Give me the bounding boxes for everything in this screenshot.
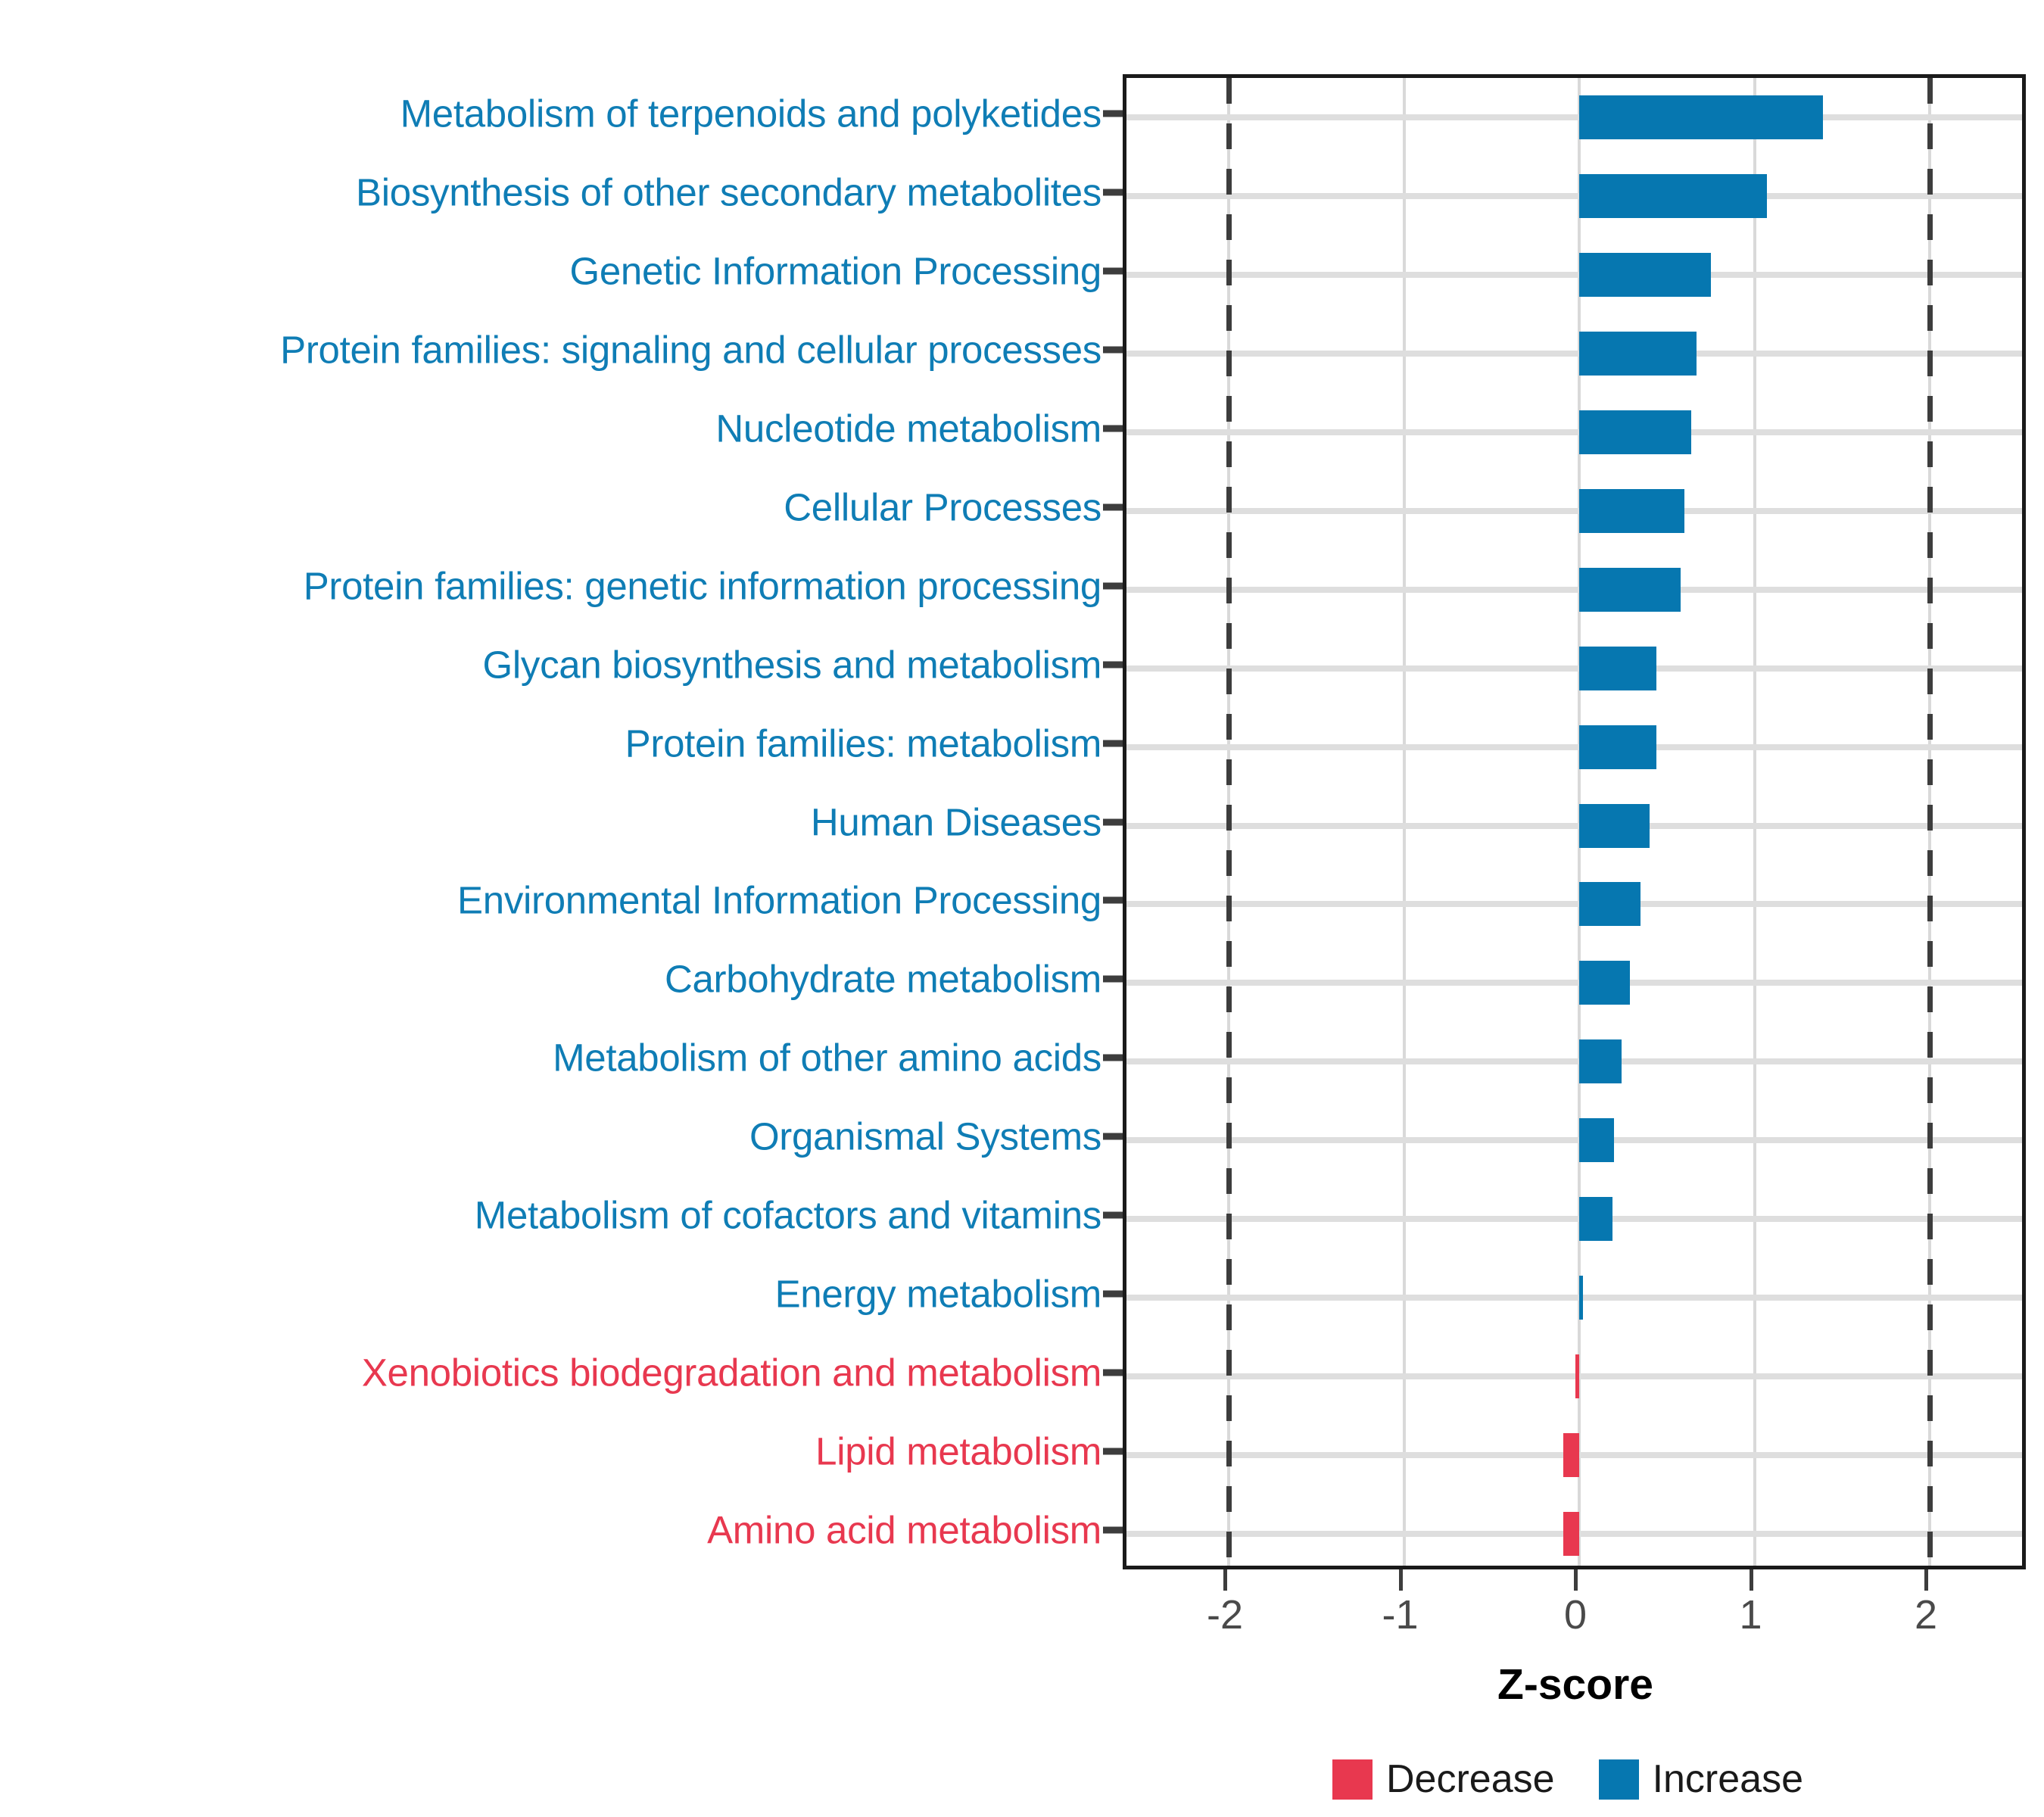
- bar: [1579, 725, 1656, 769]
- y-axis-tick: [1103, 425, 1123, 432]
- vertical-gridline: [1753, 78, 1756, 1566]
- horizontal-gridline: [1126, 665, 2022, 672]
- y-axis-tick: [1103, 1133, 1123, 1140]
- vertical-gridline: [1402, 78, 1406, 1566]
- category-label: Energy metabolism: [774, 1272, 1102, 1316]
- y-axis-tick: [1103, 503, 1123, 511]
- bar: [1575, 1354, 1580, 1399]
- y-axis-tick: [1103, 1211, 1123, 1219]
- horizontal-gridline: [1126, 586, 2022, 593]
- y-axis-tick: [1103, 1369, 1123, 1376]
- bar: [1579, 1276, 1583, 1320]
- x-axis-title: Z-score: [1497, 1660, 1653, 1709]
- bar: [1579, 567, 1681, 612]
- category-label: Lipid metabolism: [815, 1429, 1101, 1473]
- y-axis-tick: [1103, 661, 1123, 669]
- horizontal-gridline: [1126, 980, 2022, 986]
- category-label: Metabolism of cofactors and vitamins: [474, 1193, 1102, 1237]
- category-label: Protein families: signaling and cellular…: [280, 328, 1101, 372]
- x-axis-tick-label: -1: [1382, 1592, 1419, 1638]
- legend-item: Increase: [1598, 1757, 1804, 1801]
- x-axis-tick: [1574, 1569, 1578, 1591]
- x-axis-tick-label: 0: [1563, 1592, 1588, 1638]
- horizontal-gridline: [1126, 192, 2022, 199]
- legend-item: Decrease: [1332, 1759, 1555, 1800]
- bar: [1579, 488, 1684, 533]
- bar: [1579, 331, 1697, 376]
- horizontal-gridline: [1126, 429, 2022, 435]
- category-label: Human Diseases: [810, 800, 1101, 843]
- horizontal-gridline: [1126, 350, 2022, 357]
- category-label: Xenobiotics biodegradation and metabolis…: [361, 1351, 1101, 1395]
- category-label: Organismal Systems: [749, 1114, 1101, 1158]
- bar: [1579, 882, 1641, 927]
- category-label: Environmental Information Processing: [457, 878, 1101, 922]
- horizontal-gridline: [1126, 1137, 2022, 1144]
- reference-line: [1927, 78, 1933, 1566]
- bar: [1579, 961, 1631, 1005]
- legend: Decrease Increase: [1332, 1756, 1803, 1802]
- legend-swatch-decrease: [1332, 1759, 1373, 1800]
- category-label: Metabolism of other amino acids: [553, 1036, 1101, 1080]
- horizontal-gridline: [1126, 1216, 2022, 1223]
- bar: [1563, 1433, 1579, 1478]
- y-axis-tick: [1103, 818, 1123, 825]
- legend-label: Decrease: [1386, 1757, 1555, 1801]
- reference-line: [1226, 78, 1232, 1566]
- x-axis-tick: [1223, 1569, 1227, 1591]
- category-label: Protein families: metabolism: [625, 722, 1102, 765]
- category-label: Carbohydrate metabolism: [664, 957, 1101, 1001]
- bar: [1563, 1512, 1579, 1557]
- y-axis-tick: [1103, 896, 1123, 904]
- category-label: Biosynthesis of other secondary metaboli…: [356, 170, 1101, 214]
- bar: [1579, 252, 1711, 297]
- horizontal-gridline: [1126, 743, 2022, 750]
- bar: [1579, 410, 1692, 454]
- y-axis-tick: [1103, 740, 1123, 747]
- bar: [1579, 1197, 1612, 1242]
- horizontal-gridline: [1126, 1295, 2022, 1301]
- bar: [1579, 95, 1823, 139]
- horizontal-gridline: [1126, 507, 2022, 514]
- bar: [1579, 1118, 1615, 1163]
- horizontal-gridline: [1126, 1373, 2022, 1380]
- y-axis-tick: [1103, 975, 1123, 983]
- y-axis-tick: [1103, 582, 1123, 590]
- y-axis-tick: [1103, 267, 1123, 275]
- y-axis-tick: [1103, 1054, 1123, 1061]
- x-axis-tick: [1749, 1569, 1753, 1591]
- category-label: Protein families: genetic information pr…: [303, 564, 1102, 608]
- x-axis-tick-label: 2: [1914, 1592, 1938, 1638]
- y-axis-tick: [1103, 1526, 1123, 1534]
- category-label: Amino acid metabolism: [707, 1508, 1101, 1552]
- y-axis-tick: [1103, 1448, 1123, 1455]
- y-axis-tick: [1103, 189, 1123, 196]
- bar: [1579, 803, 1650, 848]
- category-label-column: Metabolism of terpenoids and polyketides…: [0, 74, 1101, 1569]
- y-axis-tick: [1103, 110, 1123, 117]
- x-axis-tick: [1924, 1569, 1928, 1591]
- bar: [1579, 173, 1767, 218]
- category-label: Nucleotide metabolism: [715, 407, 1101, 450]
- legend-label: Increase: [1652, 1757, 1804, 1801]
- horizontal-gridline: [1126, 271, 2022, 278]
- y-axis-tick: [1103, 1290, 1123, 1298]
- category-label: Genetic Information Processing: [569, 249, 1101, 293]
- plot-panel: [1123, 74, 2026, 1569]
- bar: [1579, 646, 1656, 690]
- category-label: Glycan biosynthesis and metabolism: [482, 643, 1101, 687]
- horizontal-gridline: [1126, 901, 2022, 908]
- y-axis-tick: [1103, 346, 1123, 354]
- horizontal-gridline: [1126, 1058, 2022, 1065]
- x-axis-tick: [1398, 1569, 1403, 1591]
- horizontal-gridline: [1126, 822, 2022, 829]
- x-axis-tick-label: -2: [1206, 1592, 1244, 1638]
- legend-swatch-increase: [1598, 1759, 1639, 1800]
- category-label: Metabolism of terpenoids and polyketides: [400, 92, 1102, 136]
- category-label: Cellular Processes: [784, 485, 1101, 529]
- horizontal-gridline: [1126, 114, 2022, 120]
- bar: [1579, 1039, 1622, 1084]
- x-axis-tick-label: 1: [1739, 1592, 1762, 1638]
